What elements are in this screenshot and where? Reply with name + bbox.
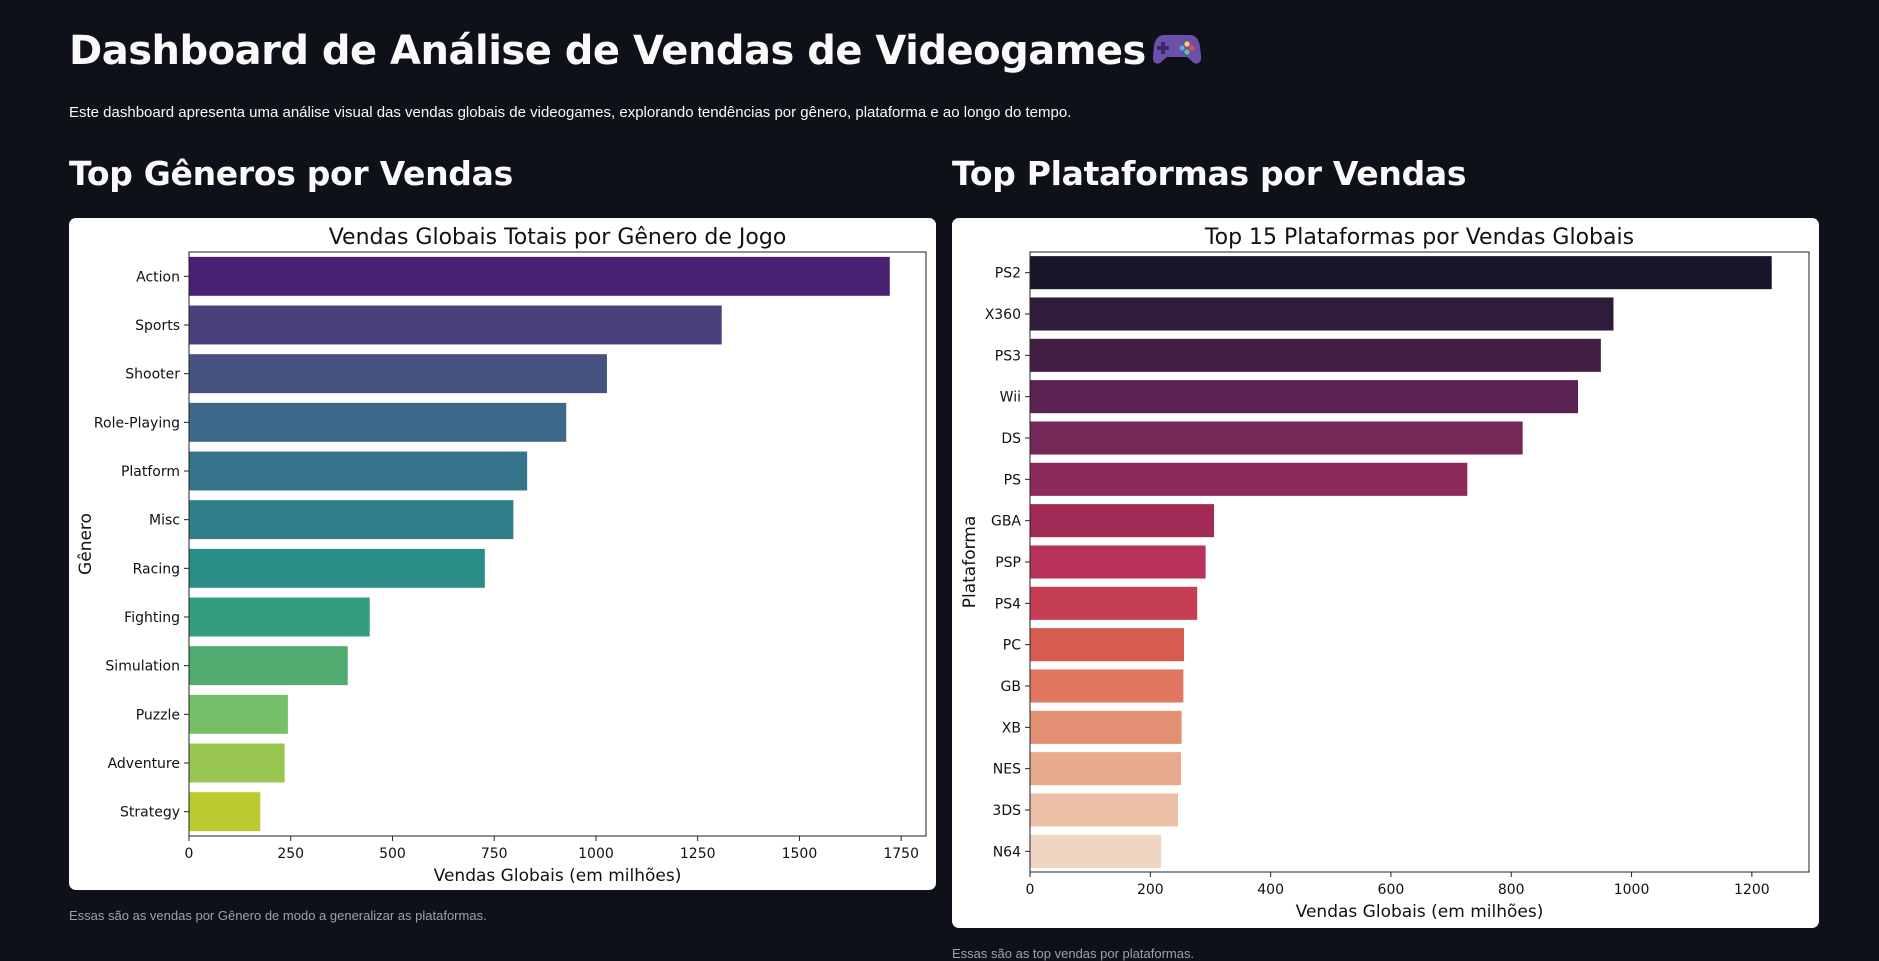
platforms-heading: Top Plataformas por Vendas bbox=[952, 154, 1467, 193]
bar-x360 bbox=[1030, 297, 1614, 331]
bar-wii bbox=[1030, 380, 1579, 414]
bar-shooter bbox=[189, 354, 607, 394]
page-description: Este dashboard apresenta uma análise vis… bbox=[69, 104, 1072, 121]
y-tick-label: DS bbox=[1001, 431, 1021, 447]
y-tick-label: PSP bbox=[995, 555, 1021, 571]
genre-chart-card: Vendas Globais Totais por Gênero de Jogo… bbox=[69, 218, 936, 890]
bar-platform bbox=[189, 451, 528, 491]
x-tick-label: 1000 bbox=[578, 846, 614, 862]
y-tick-label: X360 bbox=[985, 307, 1021, 323]
x-tick-label: 600 bbox=[1378, 882, 1405, 898]
genre-caption: Essas são as vendas por Gênero de modo a… bbox=[69, 908, 487, 923]
bar-simulation bbox=[189, 646, 348, 686]
genre-sales-chart: Vendas Globais Totais por Gênero de Jogo… bbox=[76, 225, 927, 886]
y-axis-label: Gênero bbox=[76, 513, 96, 575]
page-title-text: Dashboard de Análise de Vendas de Videog… bbox=[69, 28, 1146, 74]
y-tick-label: GB bbox=[1001, 679, 1021, 695]
y-tick-label: Shooter bbox=[125, 367, 180, 383]
x-tick-label: 500 bbox=[379, 846, 406, 862]
y-tick-label: Sports bbox=[135, 318, 180, 334]
bar-3ds bbox=[1030, 793, 1178, 827]
page-title: Dashboard de Análise de Vendas de Videog… bbox=[69, 28, 1202, 76]
x-axis-label: Vendas Globais (em milhões) bbox=[1296, 902, 1544, 922]
x-tick-label: 1000 bbox=[1614, 882, 1650, 898]
bar-sports bbox=[189, 305, 722, 345]
y-tick-label: Strategy bbox=[120, 805, 180, 821]
x-tick-label: 200 bbox=[1137, 882, 1164, 898]
y-tick-label: PS3 bbox=[995, 348, 1021, 364]
y-tick-label: Racing bbox=[133, 561, 180, 577]
bar-action bbox=[189, 256, 890, 296]
plot-frame bbox=[188, 251, 927, 837]
bar-psp bbox=[1030, 545, 1206, 579]
y-tick-label: Action bbox=[136, 269, 180, 285]
x-tick-label: 1250 bbox=[680, 846, 716, 862]
bar-ps4 bbox=[1030, 586, 1198, 620]
x-tick-label: 1750 bbox=[883, 846, 919, 862]
y-tick-label: Role-Playing bbox=[94, 415, 180, 431]
x-tick-label: 0 bbox=[1026, 882, 1035, 898]
bar-role-playing bbox=[189, 402, 567, 442]
plot-frame bbox=[1029, 251, 1810, 873]
x-axis-label: Vendas Globais (em milhões) bbox=[434, 866, 682, 886]
bar-fighting bbox=[189, 597, 370, 637]
bar-ps2 bbox=[1030, 256, 1772, 290]
chart-title: Top 15 Plataformas por Vendas Globais bbox=[1204, 225, 1634, 250]
bar-adventure bbox=[189, 743, 285, 783]
bar-racing bbox=[189, 548, 485, 588]
chart-title: Vendas Globais Totais por Gênero de Jogo bbox=[329, 225, 787, 250]
platform-chart-card: Top 15 Plataformas por Vendas Globais PS2… bbox=[952, 218, 1819, 928]
y-tick-label: PS4 bbox=[995, 596, 1021, 612]
x-tick-label: 800 bbox=[1498, 882, 1525, 898]
y-tick-label: 3DS bbox=[992, 803, 1021, 819]
bar-xb bbox=[1030, 710, 1182, 744]
platform-caption: Essas são as top vendas por plataformas. bbox=[952, 946, 1195, 961]
bar-misc bbox=[189, 500, 514, 540]
bar-pc bbox=[1030, 628, 1184, 662]
y-axis-label: Plataforma bbox=[960, 516, 980, 609]
y-tick-label: Simulation bbox=[105, 659, 180, 675]
platform-sales-chart: Top 15 Plataformas por Vendas GlobaisPS2… bbox=[960, 225, 1810, 922]
y-tick-label: PS2 bbox=[995, 266, 1021, 282]
y-tick-label: Misc bbox=[149, 513, 180, 529]
bar-strategy bbox=[189, 792, 261, 832]
y-tick-label: PS bbox=[1004, 472, 1021, 488]
y-tick-label: Fighting bbox=[124, 610, 180, 626]
bar-gb bbox=[1030, 669, 1184, 703]
bar-ps3 bbox=[1030, 338, 1601, 372]
y-tick-label: Puzzle bbox=[136, 707, 180, 723]
genres-heading: Top Gêneros por Vendas bbox=[69, 154, 513, 193]
y-tick-label: PC bbox=[1003, 638, 1021, 654]
x-tick-label: 400 bbox=[1257, 882, 1284, 898]
x-tick-label: 1200 bbox=[1734, 882, 1770, 898]
bar-gba bbox=[1030, 504, 1215, 538]
y-tick-label: XB bbox=[1002, 720, 1021, 736]
x-tick-label: 0 bbox=[185, 846, 194, 862]
y-tick-label: Wii bbox=[1000, 390, 1021, 406]
y-tick-label: NES bbox=[993, 762, 1021, 778]
x-tick-label: 750 bbox=[481, 846, 508, 862]
x-tick-label: 1500 bbox=[782, 846, 818, 862]
y-tick-label: Platform bbox=[121, 464, 180, 480]
y-tick-label: GBA bbox=[991, 514, 1021, 530]
x-tick-label: 250 bbox=[277, 846, 304, 862]
bar-nes bbox=[1030, 752, 1181, 786]
bar-puzzle bbox=[189, 694, 288, 734]
y-tick-label: Adventure bbox=[108, 756, 180, 772]
bar-n64 bbox=[1030, 834, 1162, 868]
gamepad-icon bbox=[1152, 30, 1202, 76]
bar-ds bbox=[1030, 421, 1523, 455]
y-tick-label: N64 bbox=[993, 844, 1021, 860]
bar-ps bbox=[1030, 462, 1468, 496]
